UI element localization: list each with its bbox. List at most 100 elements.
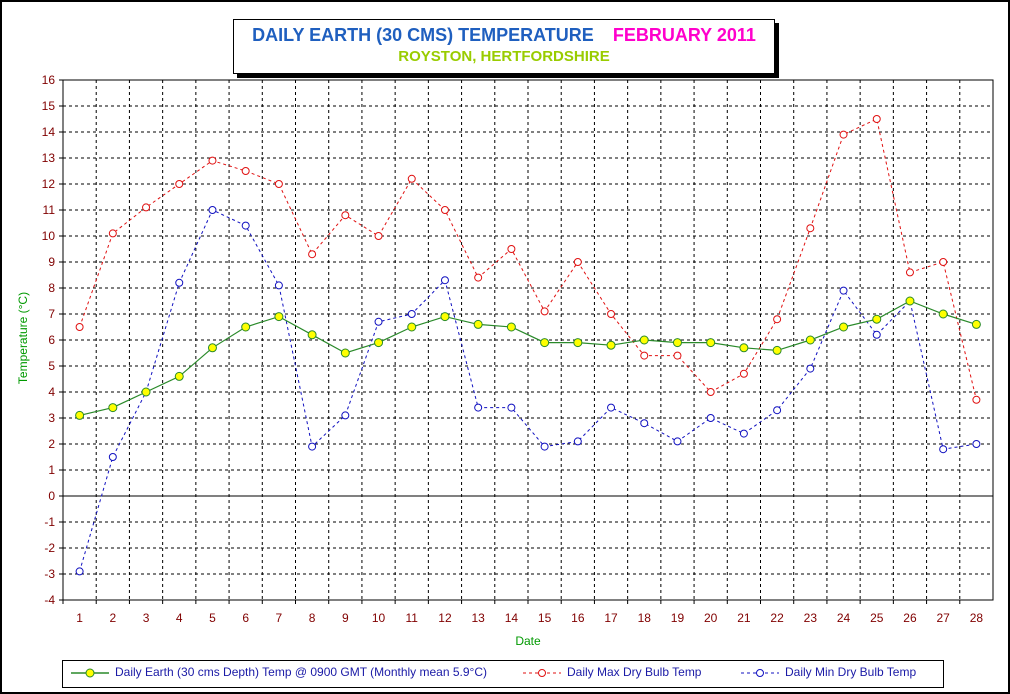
data-point-max: [241, 167, 250, 175]
y-tick-label: 16: [42, 73, 56, 87]
data-point-max: [75, 323, 84, 331]
x-tick-label: 6: [242, 611, 249, 625]
data-point-max: [706, 388, 715, 396]
data-point-min: [75, 567, 84, 576]
x-tick-label: 23: [804, 611, 818, 625]
x-axis-label: Date: [515, 634, 541, 648]
data-point-min: [673, 437, 682, 446]
data-point-max: [939, 258, 948, 266]
data-point-min: [806, 364, 815, 373]
y-tick-label: -4: [44, 593, 55, 607]
legend-label-min: Daily Min Dry Bulb Temp: [785, 665, 917, 679]
x-tick-label: 4: [176, 611, 183, 625]
data-point-max: [474, 273, 483, 282]
y-tick-label: -2: [44, 541, 55, 555]
data-point-earth: [108, 403, 118, 413]
series: [75, 115, 981, 576]
y-tick-label: 15: [42, 99, 56, 113]
x-tick-label: 2: [109, 611, 116, 625]
data-point-max: [175, 180, 184, 188]
y-tick-label: 4: [48, 385, 55, 399]
data-point-max: [607, 310, 616, 318]
data-point-max: [872, 115, 881, 123]
y-tick-label: 5: [48, 359, 55, 373]
data-point-min: [939, 445, 948, 454]
series-line-min: [79, 209, 977, 572]
data-point-max: [208, 156, 217, 165]
data-point-min: [972, 440, 981, 448]
data-point-max: [108, 229, 117, 238]
data-point-min: [374, 317, 383, 326]
data-point-max: [773, 315, 782, 324]
data-point-min: [274, 281, 283, 290]
chart-title: DAILY EARTH (30 CMS) TEMPERATURE: [252, 25, 594, 45]
data-point-max: [972, 395, 981, 404]
y-tick-label: 8: [48, 281, 55, 295]
x-tick-label: 8: [309, 611, 316, 625]
y-axis-label: Temperature (°C): [16, 292, 30, 384]
x-tick-label: 19: [671, 611, 685, 625]
data-point-min: [640, 419, 649, 428]
data-point-earth: [407, 322, 417, 332]
data-point-earth: [207, 343, 217, 353]
data-point-min: [440, 276, 449, 285]
series-earth: [75, 296, 981, 420]
data-point-max: [673, 351, 682, 360]
x-tick-label: 28: [970, 611, 984, 625]
x-tick-label: 27: [936, 611, 950, 625]
series-max: [75, 115, 981, 404]
x-tick-label: 22: [770, 611, 784, 625]
y-tick-label: 10: [42, 229, 56, 243]
legend-label-earth: Daily Earth (30 cms Depth) Temp @ 0900 G…: [115, 665, 488, 679]
y-tick-label: -3: [44, 567, 55, 581]
y-tick-label: 2: [48, 437, 55, 451]
data-point-max: [640, 351, 649, 360]
data-point-earth: [639, 335, 649, 345]
legend-item-min: Daily Min Dry Bulb Temp: [741, 665, 916, 679]
x-tick-label: 25: [870, 611, 884, 625]
x-tick-label: 21: [737, 611, 751, 625]
data-point-min: [540, 442, 549, 451]
legend-swatch-earth: [71, 668, 109, 678]
data-point-max: [440, 206, 449, 214]
data-point-earth: [672, 338, 682, 348]
data-point-earth: [274, 312, 284, 322]
data-point-max: [341, 211, 350, 220]
x-tick-label: 13: [471, 611, 485, 625]
x-tick-label: 17: [604, 611, 618, 625]
y-tick-label: 6: [48, 333, 55, 347]
data-point-max: [806, 224, 815, 233]
data-point-earth: [905, 296, 915, 306]
data-point-max: [905, 268, 914, 277]
series-line-earth: [79, 300, 977, 416]
data-point-earth: [573, 338, 583, 348]
data-point-earth: [839, 322, 849, 332]
data-point-min: [872, 330, 881, 339]
data-point-max: [374, 232, 383, 240]
grid: [62, 79, 994, 601]
y-tick-label: 7: [48, 307, 55, 321]
data-point-earth: [174, 371, 184, 381]
data-point-min: [241, 221, 250, 230]
x-tick-label: 7: [276, 611, 283, 625]
data-point-earth: [473, 319, 483, 329]
data-point-min: [175, 278, 184, 287]
x-tick-label: 15: [538, 611, 552, 625]
data-point-earth: [440, 312, 450, 322]
data-point-min: [407, 310, 416, 318]
x-tick-label: 24: [837, 611, 851, 625]
data-point-earth: [706, 338, 716, 348]
data-point-max: [142, 203, 151, 212]
data-point-min: [474, 403, 483, 412]
data-point-earth: [374, 338, 384, 348]
data-point-earth: [141, 387, 151, 397]
x-tick-label: 26: [903, 611, 917, 625]
data-point-max: [507, 245, 516, 253]
y-tick-label: 13: [42, 151, 56, 165]
x-tick-label: 12: [438, 611, 452, 625]
y-tick-label: 9: [48, 255, 55, 269]
legend: Daily Earth (30 cms Depth) Temp @ 0900 G…: [62, 660, 944, 688]
data-point-earth: [540, 338, 550, 348]
